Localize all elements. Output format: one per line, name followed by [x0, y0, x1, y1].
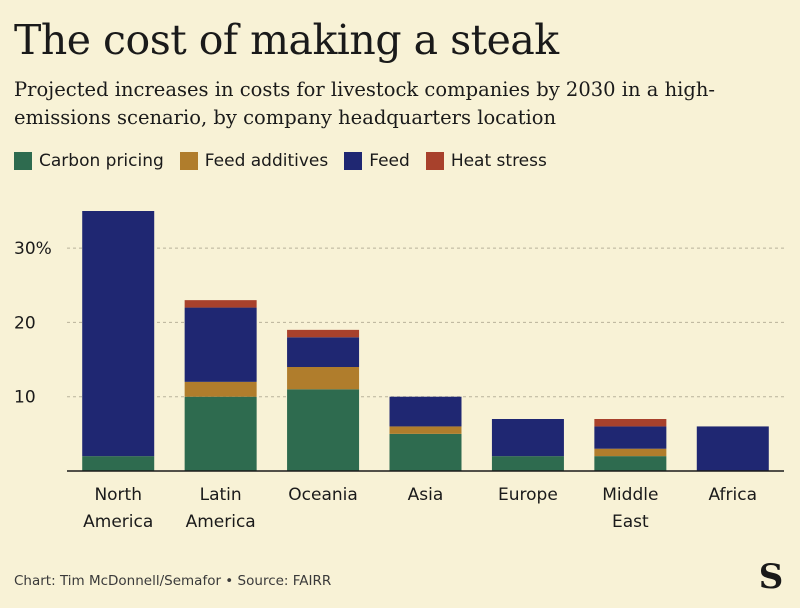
legend-label-heat-stress: Heat stress: [450, 151, 547, 171]
bar-north-america-carbon-pricing: [82, 456, 155, 471]
bar-africa-feed: [696, 426, 769, 471]
legend-item-feed: Feed: [344, 151, 410, 171]
bar-oceania-heat-stress: [287, 329, 360, 338]
x-tick-label-oceania: Oceania: [288, 485, 358, 505]
bar-middle-east-carbon-pricing: [594, 456, 667, 471]
bar-middle-east-feed-additives: [594, 448, 667, 457]
x-tick-label-europe: Europe: [498, 485, 558, 505]
legend-label-carbon-pricing: Carbon pricing: [39, 151, 164, 171]
legend-label-feed-additives: Feed additives: [204, 151, 329, 171]
bar-asia-feed-additives: [389, 426, 462, 434]
x-tick-label-middle-east: Middle East: [602, 485, 658, 532]
legend-item-carbon-pricing: Carbon pricing: [14, 151, 164, 171]
bar-asia-feed: [389, 396, 462, 427]
legend-swatch-feed-additives: [179, 152, 198, 170]
y-tick-label-30: 30%: [14, 239, 52, 259]
bar-latin-america-feed: [184, 307, 257, 382]
logo-letter: S: [759, 560, 784, 592]
legend-swatch-heat-stress: [425, 152, 444, 170]
bar-oceania-feed: [287, 337, 360, 367]
legend: Carbon pricing Feed additives Feed Heat …: [14, 151, 563, 171]
legend-item-heat-stress: Heat stress: [425, 151, 547, 171]
x-tick-label-asia: Asia: [408, 485, 444, 505]
legend-swatch-feed: [344, 152, 363, 170]
bar-oceania-carbon-pricing: [287, 389, 360, 471]
bar-latin-america-feed-additives: [184, 381, 257, 397]
semafor-logo-icon: S: [756, 560, 786, 592]
legend-swatch-carbon-pricing: [14, 152, 32, 170]
x-tick-label-africa: Africa: [709, 485, 758, 505]
bar-north-america-feed: [82, 211, 155, 457]
chart-title: The cost of making a steak: [14, 16, 559, 64]
bar-asia-carbon-pricing: [389, 433, 462, 471]
bar-europe-feed: [491, 419, 564, 457]
y-tick-label-10: 10: [14, 388, 36, 408]
bar-europe-carbon-pricing: [491, 456, 564, 471]
x-tick-label-north-america: North America: [83, 485, 153, 532]
bar-latin-america-carbon-pricing: [184, 396, 257, 471]
bar-middle-east-heat-stress: [594, 419, 667, 427]
chart-subtitle: Projected increases in costs for livesto…: [14, 78, 716, 129]
chart-footer: Chart: Tim McDonnell/Semafor • Source: F…: [14, 573, 332, 589]
legend-label-feed: Feed: [369, 151, 410, 171]
bar-middle-east-feed: [594, 426, 667, 449]
y-tick-label-20: 20: [14, 313, 36, 333]
bar-latin-america-heat-stress: [184, 300, 257, 308]
bar-oceania-feed-additives: [287, 367, 360, 390]
x-tick-label-latin-america: Latin America: [186, 485, 256, 532]
legend-item-feed-additives: Feed additives: [179, 151, 329, 171]
